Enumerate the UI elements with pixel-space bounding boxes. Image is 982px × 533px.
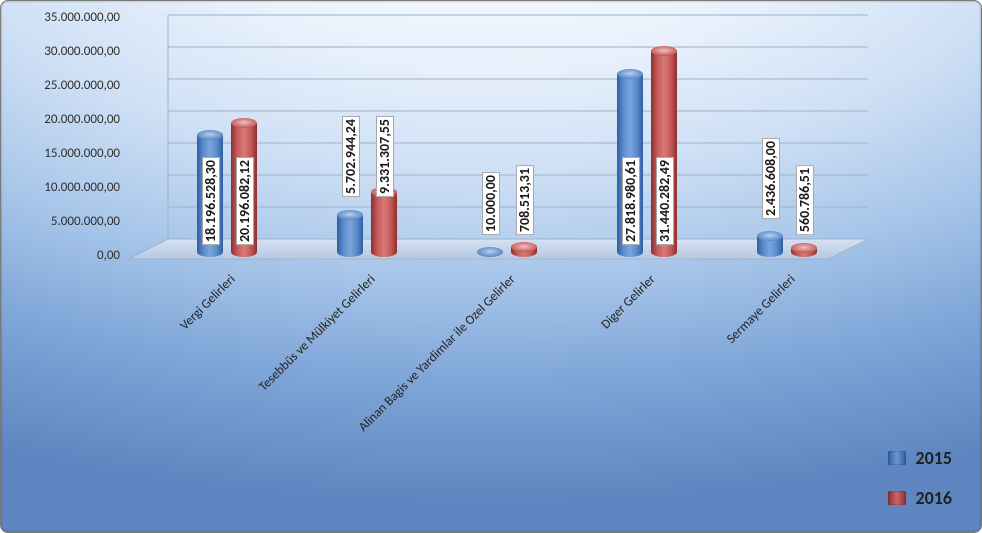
value-label: 31.440.282,49 [656, 157, 674, 245]
value-label: 18.196.528,30 [202, 157, 220, 245]
value-label: 5.702.944,24 [342, 116, 360, 197]
y-tick: 10.000.000,00 [44, 180, 120, 195]
value-label: 708.513,31 [516, 165, 534, 235]
chart-area: 0,00 5.000.000,00 10.000.000,00 15.000.0… [0, 0, 982, 533]
plot-area: 18.196.528,30 20.196.082,12 5.702.944,24… [128, 14, 868, 259]
y-tick: 25.000.000,00 [44, 78, 120, 93]
legend-item: 2016 [888, 487, 953, 509]
legend-swatch-icon [888, 491, 906, 505]
x-axis: Vergi Gelirleri Tesebbüs ve Mülkiyet Gel… [128, 266, 868, 506]
legend-label: 2016 [916, 487, 953, 509]
value-label: 560.786,51 [796, 165, 814, 235]
y-tick: 0,00 [97, 248, 120, 263]
y-tick: 15.000.000,00 [44, 146, 120, 161]
value-label: 10.000,00 [482, 172, 500, 235]
x-tick: Tesebbüs ve Mülkiyet Gelirleri [220, 272, 379, 431]
y-axis: 0,00 5.000.000,00 10.000.000,00 15.000.0… [16, 10, 120, 260]
x-tick: Diger Gelirler [549, 272, 659, 382]
legend-label: 2015 [916, 447, 953, 469]
value-label: 2.436.608,00 [762, 138, 780, 219]
chart-panel: 0,00 5.000.000,00 10.000.000,00 15.000.0… [0, 0, 982, 533]
x-tick: Vergi Gelirleri [129, 272, 239, 382]
y-tick: 30.000.000,00 [44, 44, 120, 59]
value-label: 9.331.307,55 [376, 116, 394, 197]
value-label: 27.818.980,61 [622, 157, 640, 245]
legend-swatch-icon [888, 451, 906, 465]
y-tick: 20.000.000,00 [44, 112, 120, 127]
y-tick: 35.000.000,00 [44, 10, 120, 25]
legend: 2015 2016 [888, 429, 953, 509]
legend-item: 2015 [888, 447, 953, 469]
value-label: 20.196.082,12 [236, 157, 254, 245]
y-tick: 5.000.000,00 [51, 214, 120, 229]
x-tick: Sermaye Gelirleri [689, 272, 799, 382]
